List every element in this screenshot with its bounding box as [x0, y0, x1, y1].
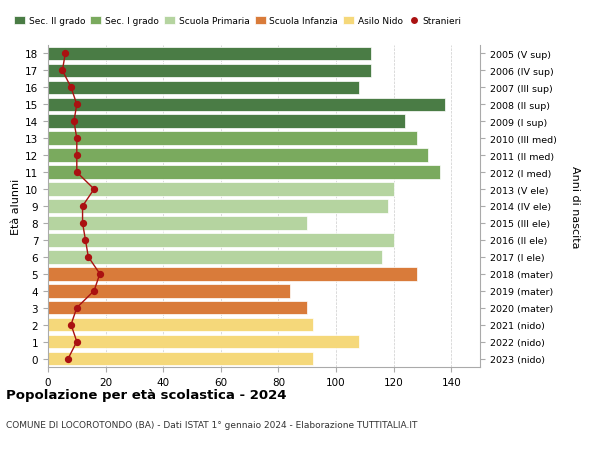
Point: [58, 67, 67, 75]
Legend: Sec. II grado, Sec. I grado, Scuola Primaria, Scuola Infanzia, Asilo Nido, Stran: Sec. II grado, Sec. I grado, Scuola Prim…: [11, 14, 466, 30]
Point: [66, 84, 76, 92]
Point: [72, 135, 82, 143]
Bar: [48, 166, 440, 179]
Bar: [48, 132, 416, 146]
Point: [80, 237, 90, 244]
Bar: [48, 318, 313, 332]
Point: [89, 287, 99, 295]
Bar: [48, 183, 394, 196]
Bar: [48, 200, 388, 213]
Point: [72, 338, 82, 346]
Point: [78, 203, 88, 210]
Point: [72, 152, 82, 159]
Point: [66, 321, 76, 329]
Y-axis label: Anni di nascita: Anni di nascita: [571, 165, 580, 248]
Bar: [48, 268, 416, 281]
Point: [89, 186, 99, 193]
Bar: [48, 352, 313, 365]
Bar: [48, 81, 359, 95]
Point: [61, 50, 70, 58]
Y-axis label: Età alunni: Età alunni: [11, 179, 21, 235]
Bar: [48, 115, 405, 129]
Point: [95, 270, 104, 278]
Point: [78, 220, 88, 227]
Bar: [48, 65, 371, 78]
Bar: [48, 335, 359, 348]
Text: Popolazione per età scolastica - 2024: Popolazione per età scolastica - 2024: [6, 388, 287, 401]
Point: [72, 169, 82, 176]
Bar: [48, 98, 445, 112]
Bar: [48, 251, 382, 264]
Point: [72, 304, 82, 312]
Bar: [48, 149, 428, 162]
Point: [83, 254, 93, 261]
Bar: [48, 48, 371, 61]
Point: [69, 118, 79, 126]
Bar: [48, 284, 290, 298]
Point: [72, 101, 82, 109]
Point: [64, 355, 73, 363]
Bar: [48, 301, 307, 315]
Bar: [48, 234, 394, 247]
Bar: [48, 217, 307, 230]
Text: COMUNE DI LOCOROTONDO (BA) - Dati ISTAT 1° gennaio 2024 - Elaborazione TUTTITALI: COMUNE DI LOCOROTONDO (BA) - Dati ISTAT …: [6, 420, 418, 429]
